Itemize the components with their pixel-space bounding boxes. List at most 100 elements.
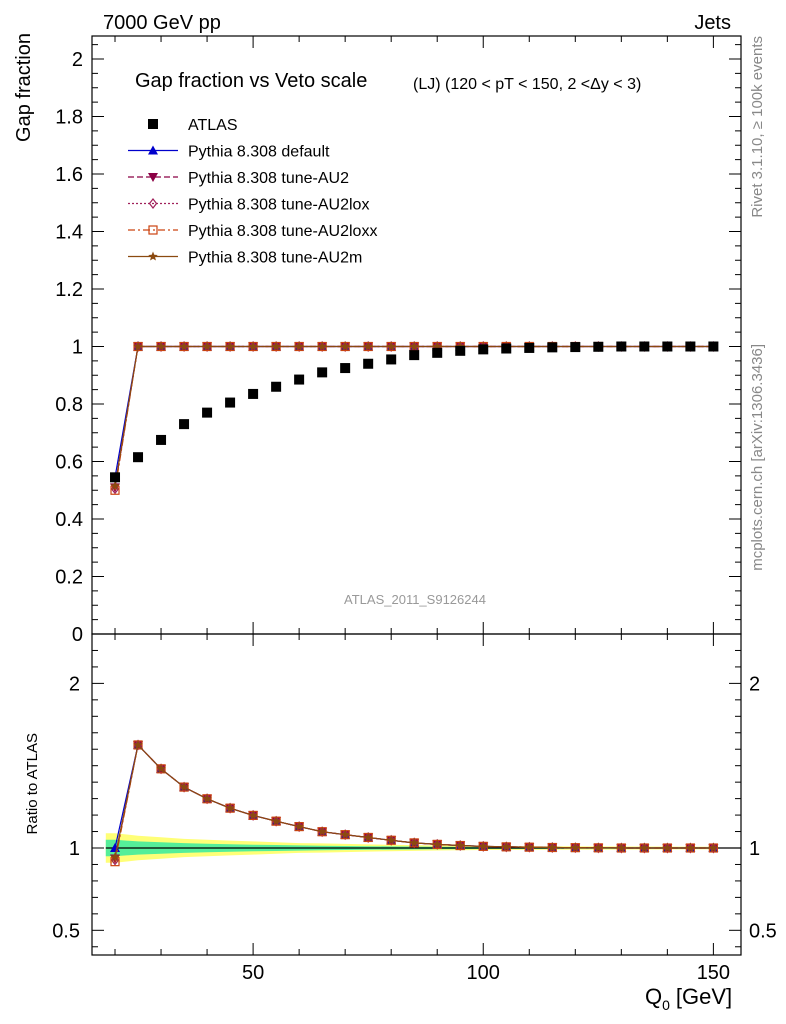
- legend-entry: Pythia 8.308 tune-AU2: [128, 170, 349, 187]
- main-data-point: [386, 341, 396, 351]
- main-data-point: [593, 341, 604, 352]
- x-axis-label-sub: 0: [662, 997, 670, 1013]
- main-data-point: [363, 341, 373, 351]
- main-series-pythia-8-308-tune-au2m: [110, 341, 719, 490]
- legend-label: Pythia 8.308 tune-AU2m: [188, 250, 362, 267]
- main-data-point: [662, 341, 673, 352]
- main-series-line: [114, 345, 714, 489]
- main-data-point: [317, 367, 328, 378]
- ratio-y-tick-label: 0.5: [52, 920, 80, 942]
- main-data-point: [225, 341, 235, 351]
- main-y-tick-label: 2: [72, 49, 83, 71]
- legend-label: Pythia 8.308 default: [188, 144, 330, 161]
- header-right-label: Jets: [694, 12, 731, 34]
- ratio-y-tick-label-right: 2: [749, 673, 760, 695]
- main-data-point: [547, 342, 558, 353]
- ratio-data-point: [294, 821, 304, 831]
- main-y-tick-label: 0.2: [55, 567, 83, 589]
- ratio-data-point: [248, 810, 258, 820]
- legend: ATLAS Pythia 8.308 default Pythia 8.308 tu…: [128, 117, 377, 267]
- main-data-point: [202, 407, 213, 418]
- main-data-point: [271, 341, 281, 351]
- main-series-pythia-8-308-tune-au2lox: [110, 341, 718, 495]
- main-series-atlas: [110, 341, 719, 483]
- ratio-series-pythia-8-308-tune-au2m: [110, 739, 719, 862]
- main-data-point: [363, 358, 374, 369]
- ratio-data-point: [455, 840, 465, 850]
- ratio-data-point: [501, 841, 512, 851]
- main-y-tick-label: 1.2: [55, 279, 83, 301]
- main-data-point: [156, 434, 167, 445]
- main-data-point: [432, 341, 442, 351]
- ratio-plot-frame: [91, 633, 742, 956]
- ratio-data-point: [271, 816, 281, 826]
- legend-entry: Pythia 8.308 tune-AU2lox: [128, 197, 369, 214]
- legend-marker: [148, 198, 158, 209]
- main-data-point: [570, 342, 581, 353]
- main-data-point: [409, 341, 419, 351]
- legend-marker: [148, 251, 158, 261]
- ratio-data-point: [110, 854, 120, 866]
- ratio-data-point: [685, 843, 696, 853]
- main-data-point: [202, 341, 212, 351]
- main-data-point: [524, 342, 535, 353]
- main-data-point: [294, 341, 304, 351]
- main-y-tick-label: 1.8: [55, 107, 83, 129]
- legend-label: Pythia 8.308 tune-AU2loxx: [188, 223, 377, 240]
- main-y-tick-label: 0.6: [55, 452, 83, 474]
- legend-label: Pythia 8.308 tune-AU2: [188, 170, 349, 187]
- ratio-data-point: [340, 829, 350, 839]
- legend-entry: Pythia 8.308 tune-AU2loxx: [128, 223, 377, 240]
- main-data-point: [455, 345, 466, 356]
- main-data-point: [616, 341, 627, 352]
- main-data-point: [639, 341, 650, 352]
- main-y-tick-label: 0: [72, 624, 83, 646]
- main-data-point: [110, 483, 120, 495]
- main-y-tick-label: 0.8: [55, 394, 83, 416]
- ratio-data-point: [639, 843, 650, 853]
- ratio-data-point: [524, 842, 535, 852]
- ratio-data-point: [547, 842, 558, 852]
- main-data-point: [478, 344, 489, 355]
- ratio-data-point: [156, 763, 166, 773]
- ratio-data-point: [225, 803, 235, 813]
- main-data-point: [225, 397, 236, 408]
- chart-title: Gap fraction vs Veto scale: [135, 70, 367, 92]
- ratio-data-point: [110, 852, 120, 862]
- main-data-point: [409, 350, 420, 361]
- legend-entry: Pythia 8.308 default: [128, 144, 330, 161]
- ratio-data-point: [202, 793, 212, 803]
- main-data-point: [294, 374, 305, 385]
- ratio-data-point: [432, 839, 442, 849]
- ratio-data-point: [133, 739, 143, 749]
- x-axis-label-main: Q: [645, 984, 662, 1009]
- main-data-point: [133, 452, 144, 463]
- main-data-point: [110, 480, 120, 490]
- main-data-point: [340, 341, 350, 351]
- chart-subtitle: (LJ) (120 < pT < 150, 2 <Δy < 3): [413, 76, 641, 93]
- main-data-point: [386, 354, 397, 365]
- analysis-watermark: ATLAS_2011_S9126244: [344, 592, 486, 607]
- legend-marker: [148, 173, 158, 182]
- ratio-data-point: [110, 843, 121, 852]
- legend-label: ATLAS: [188, 117, 238, 134]
- ratio-y-tick-label: 1: [69, 838, 80, 860]
- legend-marker: [148, 225, 158, 235]
- ratio-y-tick-label-right: 1: [749, 838, 760, 860]
- ratio-y-tick-label: 2: [69, 673, 80, 695]
- legend-marker: [148, 119, 158, 129]
- main-data-point: [340, 363, 351, 374]
- main-data-point: [248, 388, 259, 399]
- main-data-point: [179, 419, 190, 430]
- main-data-point: [110, 472, 121, 483]
- main-data-point: [156, 341, 166, 351]
- ratio-data-point: [409, 837, 419, 847]
- ratio-y-tick-label-right: 0.5: [749, 920, 777, 942]
- ratio-data-point: [593, 842, 604, 852]
- main-data-point: [133, 341, 143, 351]
- ratio-data-point: [708, 843, 719, 853]
- main-series-pythia-8-308-default: [110, 341, 719, 482]
- x-axis-label: Q0 [GeV]: [645, 984, 732, 1013]
- main-data-point: [271, 381, 282, 392]
